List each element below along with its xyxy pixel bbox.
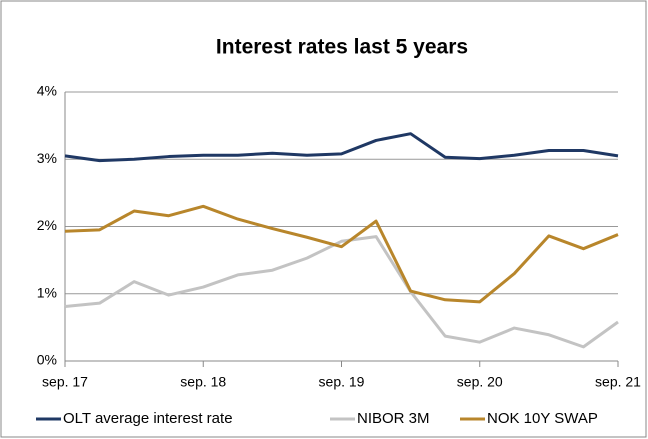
line-series: [64, 132, 619, 163]
x-tick-label: sep. 18: [180, 374, 226, 390]
legend-label: NOK 10Y SWAP: [487, 410, 598, 427]
line-series: [64, 204, 619, 304]
x-tick-label: sep. 17: [42, 374, 88, 390]
y-tick-label: 0%: [37, 352, 57, 368]
y-tick-label: 1%: [37, 284, 57, 300]
x-tick-label: sep. 19: [319, 374, 365, 390]
chart-title: Interest rates last 5 years: [216, 36, 468, 59]
x-tick-label: sep. 20: [457, 374, 503, 390]
y-tick-label: 4%: [37, 83, 57, 99]
y-tick-label: 3%: [37, 150, 57, 166]
legend-label: OLT average interest rate: [63, 410, 233, 427]
line-series: [64, 235, 619, 349]
y-tick-label: 2%: [37, 217, 57, 233]
x-tick-label: sep. 21: [595, 374, 641, 390]
legend-label: NIBOR 3M: [357, 410, 430, 427]
